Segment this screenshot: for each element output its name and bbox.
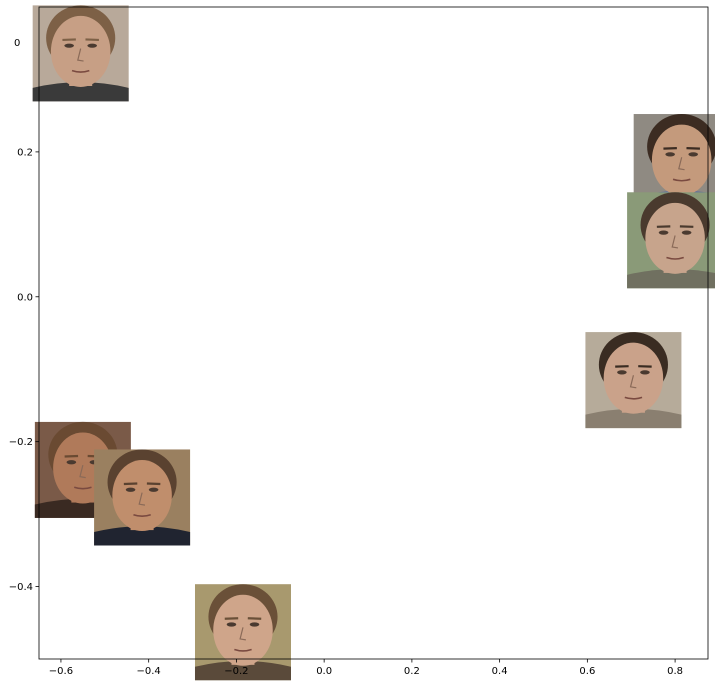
y-tick-label: −0.4	[9, 582, 33, 593]
x-tick-label: −0.2	[224, 666, 248, 677]
face-markers	[32, 5, 715, 681]
x-tick-label: 0.8	[667, 666, 683, 677]
face-thumbnail	[194, 584, 291, 681]
y-axis-ticks: −0.4 −0.2 0.0 0.2	[9, 147, 39, 593]
x-axis-ticks: −0.6 −0.4 −0.2 0.0 0.2 0.4 0.6 0.8	[49, 659, 683, 677]
face-thumbnail	[94, 449, 191, 546]
partial-top-tick: 0	[14, 38, 20, 49]
face-thumbnail	[627, 192, 715, 289]
y-tick-label: −0.2	[9, 437, 33, 448]
y-tick-label: 0.0	[17, 292, 33, 303]
axes-frame	[38, 6, 709, 660]
y-tick-label-partial: 0	[14, 38, 20, 49]
face-thumbnail	[585, 332, 682, 429]
x-tick-label: 0.2	[404, 666, 420, 677]
x-tick-label: 0.6	[579, 666, 595, 677]
x-tick-label: −0.6	[49, 666, 73, 677]
x-tick-label: 0.4	[492, 666, 508, 677]
face-thumbnail	[32, 5, 129, 102]
y-tick-label: 0.2	[17, 147, 33, 158]
x-tick-label: −0.4	[137, 666, 161, 677]
x-tick-label: 0.0	[316, 666, 332, 677]
